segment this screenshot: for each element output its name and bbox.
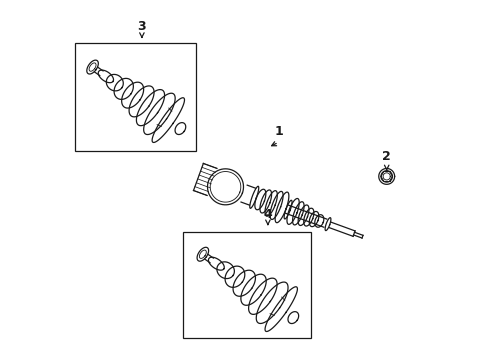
Text: 4: 4 (263, 208, 272, 221)
Bar (183, 232, 310, 338)
Text: 2: 2 (382, 150, 390, 163)
Text: 3: 3 (137, 21, 146, 33)
Bar (75, 43, 196, 151)
Text: 1: 1 (274, 125, 283, 138)
